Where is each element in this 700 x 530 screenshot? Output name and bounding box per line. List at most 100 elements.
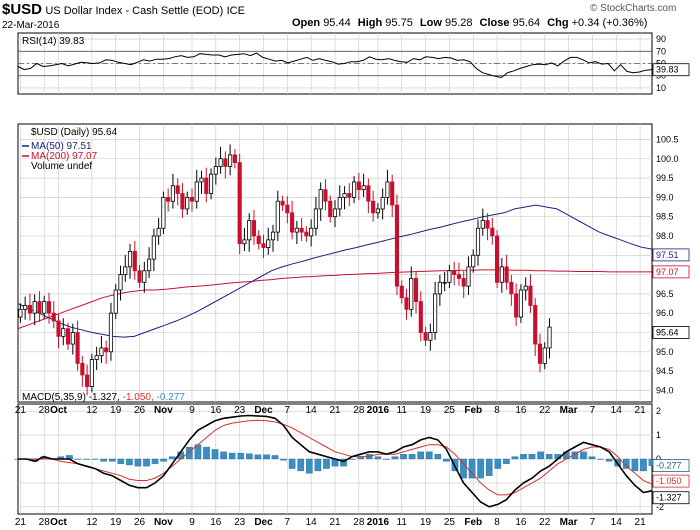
low-label: Low: [419, 17, 442, 29]
price-tick-label: 99.5: [656, 173, 674, 183]
candle-body: [108, 312, 114, 353]
candle-body: [228, 154, 233, 167]
macd-histogram-bar: [280, 458, 287, 461]
candle-body: [170, 185, 175, 202]
price-last-value-box: [652, 326, 690, 339]
x-tick-label: Nov: [154, 517, 173, 528]
candle-body: [204, 177, 209, 194]
candle-body: [304, 231, 309, 237]
macd-hist-last-value-box: [652, 459, 690, 473]
x-tick-label: 9: [189, 517, 195, 528]
x-tick-label: 7: [285, 405, 291, 416]
x-tick-label: 16: [210, 405, 222, 416]
candle-body: [27, 305, 32, 314]
rsi-last-value-box: [652, 63, 690, 77]
candle-body: [61, 328, 66, 337]
x-tick-label: 16: [210, 517, 222, 528]
candle-body: [313, 208, 319, 229]
x-tick-label: 22: [539, 517, 551, 528]
macd-histogram-bar: [228, 452, 236, 460]
candle-body: [99, 347, 104, 357]
candle-body: [499, 266, 504, 283]
candle-body: [528, 285, 533, 306]
macd-histogram-bar: [160, 458, 167, 462]
candle-body: [285, 204, 290, 214]
candle-body: [89, 359, 94, 387]
candle-body: [547, 326, 552, 349]
macd-legend: MACD(5,35,9) -1.327, -1.050, -0.277: [22, 392, 185, 403]
macd-histogram-bar: [622, 458, 630, 469]
macd-histogram-bar: [588, 456, 596, 460]
candle-body: [394, 204, 400, 287]
macd-histogram-bar: [323, 458, 330, 469]
macd-histogram-bar: [143, 458, 150, 467]
candle-body: [166, 196, 171, 202]
candle-body: [261, 243, 266, 248]
price-tick-label: 100.0: [656, 154, 679, 164]
macd-tick-label: -2: [656, 502, 664, 512]
candle-body: [351, 181, 357, 198]
x-tick-label: 23: [234, 517, 246, 528]
rsi-tick-label: 70: [656, 46, 666, 56]
candle-body: [208, 173, 214, 194]
candle-body: [361, 185, 366, 191]
candle-body: [309, 227, 314, 237]
candle-body: [137, 270, 142, 283]
candle-body: [475, 227, 481, 256]
candle-body: [323, 189, 328, 202]
macd-signal-last-value: -1.050: [656, 476, 682, 486]
x-tick-label: 14: [611, 405, 623, 416]
candle-body: [151, 235, 156, 260]
price-last-value: 95.64: [656, 328, 679, 338]
candle-body: [218, 158, 223, 167]
ma50-legend: MA(50) 97.51: [31, 141, 92, 152]
candle-body: [356, 181, 361, 191]
macd-histogram-bar: [408, 454, 416, 460]
candle-body: [32, 301, 37, 314]
candle-body: [232, 154, 237, 164]
x-tick-label: 14: [611, 517, 623, 528]
x-tick-label: Mar: [560, 517, 578, 528]
candle-body: [509, 281, 514, 295]
x-tick-label: Mar: [560, 405, 578, 416]
macd-histogram-bar: [108, 458, 116, 462]
x-tick-label: 2016: [367, 405, 390, 416]
symbol: $USD: [2, 1, 43, 18]
macd-histogram-bar: [494, 458, 502, 469]
macd-histogram-bar: [425, 451, 433, 460]
macd-histogram-bar: [246, 453, 253, 460]
macd-histogram-bar: [391, 456, 399, 460]
candle-body: [237, 162, 242, 245]
price-tick-label: 99.0: [656, 192, 674, 202]
macd-histogram-bar: [400, 454, 407, 460]
candle-body: [242, 239, 247, 245]
x-tick-label: Nov: [154, 405, 173, 416]
x-tick-label: 7: [590, 405, 596, 416]
candle-body: [223, 158, 228, 167]
candle-body: [65, 328, 71, 345]
x-tick-label: 16: [515, 405, 527, 416]
candle-body: [375, 208, 380, 214]
chg-value: +0.34 (+0.36%): [571, 17, 648, 29]
x-tick-label: 26: [134, 405, 146, 416]
candle-body: [537, 343, 543, 364]
candle-body: [452, 270, 457, 275]
macd-histogram-bar: [126, 458, 133, 466]
macd-histogram-bar: [263, 454, 270, 460]
macd-histogram-bar: [100, 458, 107, 462]
x-tick-label: 14: [306, 405, 318, 416]
macd-legend-part: -0.277: [157, 392, 186, 403]
x-tick-label: 28: [353, 517, 365, 528]
x-tick-label: 19: [110, 405, 122, 416]
candle-body: [51, 312, 56, 322]
candle-body: [247, 220, 252, 241]
price-legend: $USD (Daily) 95.64: [31, 127, 118, 138]
candle-body: [127, 251, 133, 268]
macd-histogram-bar: [503, 458, 510, 464]
candle-body: [495, 235, 500, 283]
candle-body: [456, 274, 462, 279]
macd-histogram-bar: [271, 455, 279, 460]
candle-body: [46, 301, 52, 314]
candle-body: [94, 355, 99, 360]
macd-histogram-bar: [314, 458, 322, 472]
